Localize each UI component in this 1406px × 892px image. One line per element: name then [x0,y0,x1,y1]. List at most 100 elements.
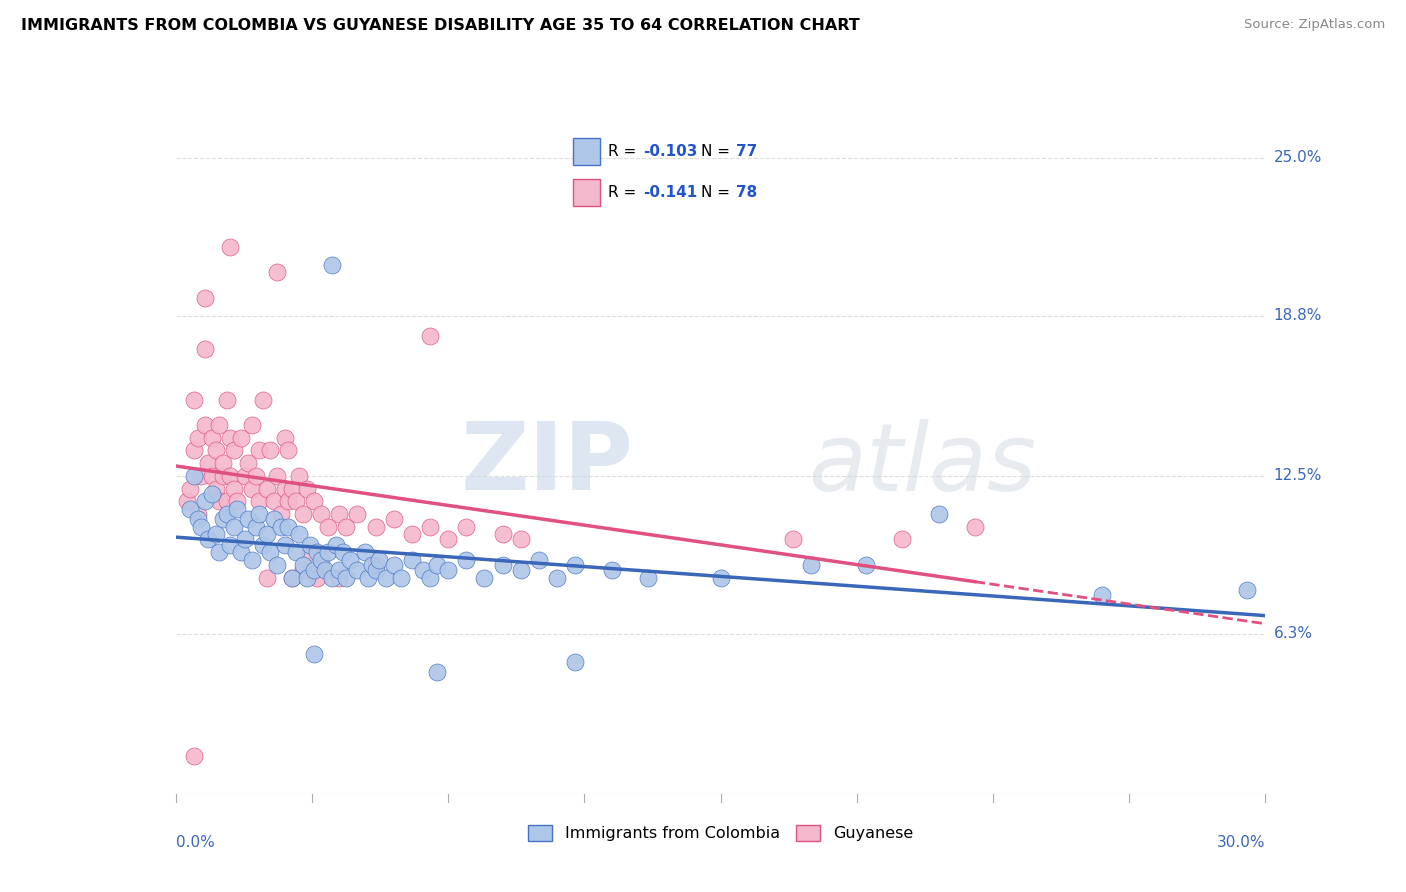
Point [233,533,256,547]
Point [364,563,387,577]
Point [240,482,263,496]
Point [238,512,260,526]
Text: IMMIGRANTS FROM COLOMBIA VS GUYANESE DISABILITY AGE 35 TO 64 CORRELATION CHART: IMMIGRANTS FROM COLOMBIA VS GUYANESE DIS… [21,18,860,33]
Text: N =: N = [702,145,735,160]
Point [302,563,325,577]
Point [201,486,224,500]
Point [321,571,343,585]
Text: 25.0%: 25.0% [1274,151,1322,165]
Point [364,558,387,572]
Point [231,545,253,559]
Point [281,571,304,585]
Point [295,482,318,496]
Text: 18.8%: 18.8% [1274,308,1322,323]
Point [474,571,496,585]
Point [328,507,350,521]
Point [197,456,219,470]
Point [564,655,586,669]
Point [309,558,332,572]
Point [437,563,460,577]
Point [335,520,357,534]
Point [332,545,354,559]
Text: 6.3%: 6.3% [1274,626,1313,641]
Point [194,342,217,356]
Point [318,545,340,559]
Point [281,482,304,496]
Point [302,494,325,508]
Point [288,469,311,483]
Point [426,558,449,572]
Text: 77: 77 [737,145,758,160]
Point [190,469,212,483]
Point [256,482,278,496]
Point [328,571,350,585]
Text: 78: 78 [737,186,758,201]
Point [426,665,449,679]
Point [263,512,285,526]
Point [186,507,209,521]
Point [190,520,212,534]
Point [219,469,242,483]
Point [492,558,515,572]
Text: R =: R = [607,145,641,160]
Point [401,527,423,541]
Point [194,494,217,508]
Point [215,507,238,521]
Point [240,417,263,432]
Point [339,553,361,567]
Bar [574,138,600,165]
Text: R =: R = [607,186,641,201]
Point [222,482,245,496]
Text: N =: N = [702,186,735,201]
Text: -0.103: -0.103 [643,145,697,160]
Point [368,553,391,567]
Point [600,563,623,577]
Point [186,431,209,445]
Point [891,533,914,547]
Point [419,520,441,534]
Point [419,329,441,343]
Point [307,571,329,585]
Point [263,494,285,508]
Point [215,494,238,508]
Point [179,482,201,496]
Point [247,443,270,458]
Point [299,545,322,559]
Point [274,482,297,496]
Point [259,443,281,458]
Point [800,558,823,572]
Point [382,512,405,526]
Point [307,545,329,559]
Point [274,538,297,552]
Point [215,392,238,407]
Point [176,494,198,508]
Point [302,647,325,661]
Point [389,571,412,585]
Point [314,563,336,577]
Point [291,558,314,572]
Point [179,502,201,516]
Point [328,563,350,577]
Point [194,291,217,305]
Point [492,527,515,541]
Point [201,469,224,483]
Point [288,527,311,541]
Point [527,553,550,567]
Point [219,431,242,445]
Point [226,494,249,508]
Text: -0.141: -0.141 [643,186,697,201]
Point [325,538,347,552]
Point [219,240,242,254]
Point [782,533,804,547]
Point [204,527,226,541]
Point [291,507,314,521]
Point [183,443,205,458]
Point [266,469,288,483]
Point [208,494,231,508]
Point [353,545,375,559]
Point [208,417,231,432]
Point [375,571,398,585]
Point [291,563,314,577]
Point [222,520,245,534]
Point [219,538,242,552]
